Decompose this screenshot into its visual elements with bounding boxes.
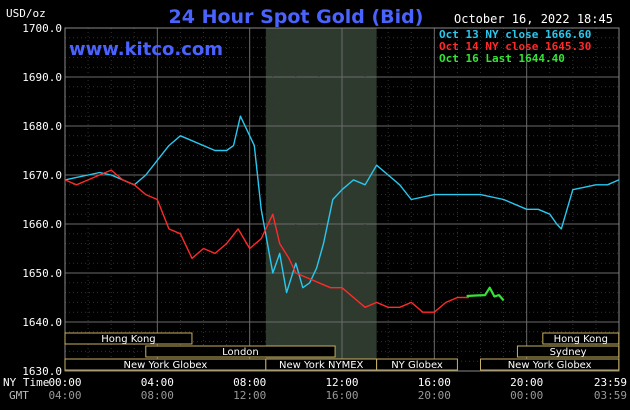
legend-item-oct16: Oct 16 Last 1644.40 [439, 52, 565, 65]
session-label: London [222, 347, 259, 358]
y-tick-label: 1670.0 [22, 169, 62, 182]
x-tick-label: 00:00 [48, 376, 81, 389]
session-bar [64, 332, 193, 345]
x-tick-label: 03:59 [594, 389, 627, 402]
session-bar [542, 332, 620, 345]
source-watermark: www.kitco.com [69, 39, 223, 60]
y-tick-label: 1690.0 [22, 71, 62, 84]
session-label: NY Globex [391, 360, 443, 371]
x-tick-label: 00:00 [510, 389, 543, 402]
session-label: Hong Kong [101, 334, 155, 345]
sessions-layer: Hong Kong London New York Globex New York N… [64, 332, 620, 371]
session-label: New York Globex [123, 360, 207, 371]
session-bar [516, 345, 620, 358]
x-tick-label: 04:00 [48, 389, 81, 402]
chart-title: 24 Hour Spot Gold (Bid) [169, 6, 424, 28]
timestamp: October 16, 2022 18:45 [454, 12, 613, 26]
x-tick-label: 08:00 [141, 389, 174, 402]
x-axis-ticks: 00:00 04:00 08:00 12:00 16:00 20:00 23:5904:00… [48, 376, 627, 402]
grid-lines [64, 27, 620, 372]
y-tick-label: 1630.0 [22, 365, 62, 378]
y-tick-label: 1660.0 [22, 218, 62, 231]
x-tick-label: 12:00 [233, 389, 266, 402]
y-unit-label: USD/oz [6, 7, 46, 20]
x-tick-label: 12:00 [325, 376, 358, 389]
series-layer [64, 115, 620, 313]
session-bar [376, 358, 458, 371]
session-label: New York Globex [508, 360, 592, 371]
session-label: New York NYMEX [279, 360, 364, 371]
legend-item-oct14: Oct 14 NY close 1645.30 [439, 40, 591, 53]
x-tick-label: 23:59 [594, 376, 627, 389]
nymex-session-shade [265, 28, 377, 371]
session-bar [145, 345, 336, 358]
y-tick-label: 1640.0 [22, 316, 62, 329]
legend-item-oct13: Oct 13 NY close 1666.60 [439, 28, 591, 41]
y-tick-label: 1700.0 [22, 22, 62, 35]
x-tick-label: 16:00 [418, 376, 451, 389]
session-label: Sydney [550, 347, 587, 358]
y-tick-label: 1680.0 [22, 120, 62, 133]
series-line-oct14 [64, 169, 469, 313]
x-tick-label: 04:00 [141, 376, 174, 389]
session-bar [480, 358, 620, 371]
x-tick-label: 16:00 [325, 389, 358, 402]
x-row-label-gmt: GMT [9, 389, 29, 402]
plot-border [64, 27, 620, 372]
x-row-label-nytime: NY Time [3, 376, 49, 389]
x-tick-label: 20:00 [418, 389, 451, 402]
session-label: Hong Kong [554, 334, 608, 345]
series-line-oct16 [466, 286, 505, 302]
x-tick-label: 08:00 [233, 376, 266, 389]
legend: Oct 13 NY close 1666.60 Oct 14 NY close … [439, 28, 591, 65]
x-tick-label: 20:00 [510, 376, 543, 389]
series-line-oct13 [64, 115, 620, 294]
y-axis-ticks: 1700.0 1690.0 1680.0 1670.0 1660.0 1650.0 1640… [22, 22, 62, 378]
y-tick-label: 1650.0 [22, 267, 62, 280]
